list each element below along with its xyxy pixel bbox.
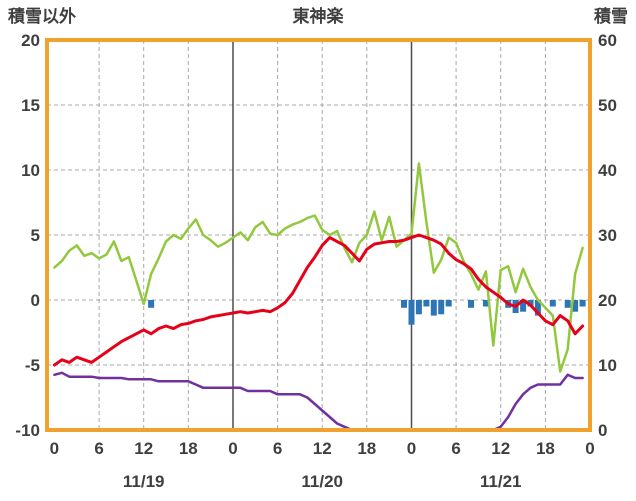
red-line (52, 233, 585, 367)
left-axis-title: 積雪以外 (8, 6, 76, 26)
blue-bars-bar (534, 300, 541, 316)
x-axis-tick-label: 0 (50, 439, 59, 458)
blue-bars-bar (430, 300, 437, 316)
right-axis-tick-label: 60 (598, 31, 617, 50)
right-axis-tick-label: 40 (598, 161, 617, 180)
x-axis-tick-label: 0 (585, 439, 594, 458)
blue-bars-bar (415, 300, 422, 315)
left-axis-tick-label: 10 (21, 161, 40, 180)
x-axis-tick-label: 6 (451, 439, 460, 458)
blue-bars-bar (445, 300, 452, 307)
date-label: 11/21 (480, 472, 522, 491)
right-axis-tick-label: 30 (598, 226, 617, 245)
x-axis-tick-label: 6 (94, 439, 103, 458)
left-axis-tick-label: -5 (25, 356, 40, 375)
chart-title: 東神楽 (293, 6, 345, 26)
right-axis-tick-label: 0 (598, 421, 607, 440)
plot-frame (45, 38, 592, 432)
left-axis-tick-label: 5 (31, 226, 40, 245)
left-axis-tick-label: -10 (15, 421, 40, 440)
blue-bars-bar (579, 300, 586, 307)
blue-bars-bar (148, 300, 155, 308)
x-axis-tick-label: 18 (357, 439, 376, 458)
blue-bars-bar (423, 300, 430, 307)
x-axis-tick-label: 12 (134, 439, 153, 458)
x-axis-tick-label: 12 (313, 439, 332, 458)
date-label: 11/20 (301, 472, 343, 491)
left-axis-tick-label: 20 (21, 31, 40, 50)
left-axis-tick-label: 15 (21, 96, 40, 115)
x-axis-tick-label: 12 (491, 439, 510, 458)
date-label: 11/19 (123, 472, 165, 491)
x-axis-tick-label: 18 (179, 439, 198, 458)
green-line (53, 162, 584, 373)
blue-bars-bar (401, 300, 407, 308)
blue-bars-bar (572, 300, 579, 312)
blue-bars-bar (408, 300, 415, 325)
blue-bars-bar (520, 300, 527, 312)
blue-bars-bar (527, 300, 534, 307)
blue-bars-bar (438, 300, 445, 315)
right-axis-tick-label: 50 (598, 96, 617, 115)
x-axis-tick-label: 0 (407, 439, 416, 458)
right-axis-tick-label: 20 (598, 291, 617, 310)
blue-bars-bar (482, 300, 489, 307)
blue-bars-bar (549, 300, 556, 307)
x-axis-tick-label: 0 (228, 439, 237, 458)
blue-bars-bar (468, 300, 474, 308)
x-axis-tick-label: 18 (536, 439, 555, 458)
x-axis-tick-label: 6 (273, 439, 282, 458)
left-axis-tick-label: 0 (31, 291, 40, 310)
right-axis-tick-label: 10 (598, 356, 617, 375)
right-axis-title: 積雪 (594, 6, 628, 26)
snow-depth-line (53, 371, 584, 432)
blue-bars-bar (564, 300, 571, 308)
